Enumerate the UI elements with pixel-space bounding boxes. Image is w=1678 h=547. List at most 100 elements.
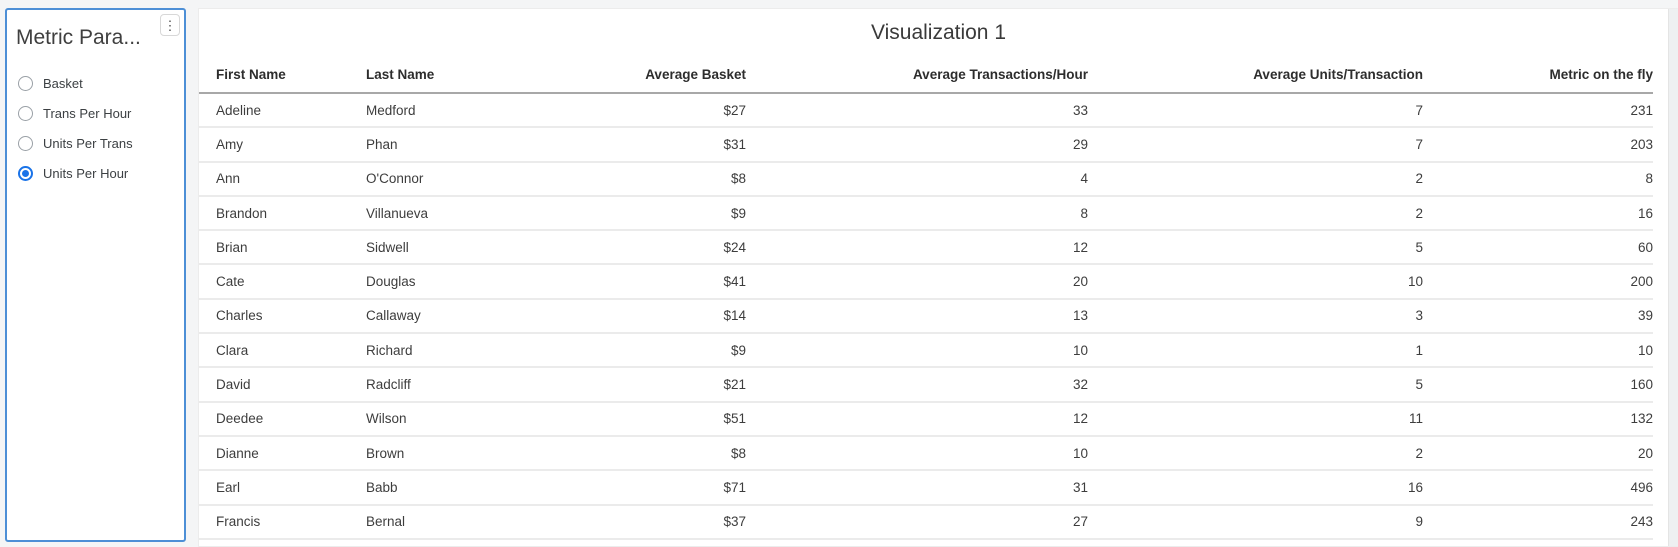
cell-average-basket: $51 [561, 401, 746, 437]
table-row[interactable]: Francis Bernal $37 27 9 243 [199, 504, 1653, 540]
cell-average-transactions-hour: 32 [746, 367, 1088, 403]
column-header-first-name[interactable]: First Name [199, 57, 349, 94]
cell-average-transactions-hour: 8 [746, 195, 1088, 232]
cell-average-basket: $71 [561, 470, 746, 506]
radio-icon [18, 75, 33, 91]
cell-average-units-transaction: 3 [1088, 298, 1423, 335]
cell-metric-on-the-fly: 160 [1423, 367, 1653, 403]
cell-average-basket: $9 [561, 195, 746, 232]
cell-first-name: Adeline [199, 93, 349, 129]
radio-option-trans-per-hour[interactable]: Trans Per Hour [7, 98, 184, 128]
cell-first-name: Clara [199, 333, 349, 369]
radio-option-label: Units Per Hour [43, 165, 129, 181]
cell-last-name: Sidwell [349, 230, 561, 266]
cell-average-transactions-hour: 12 [746, 401, 1088, 437]
column-header-metric-on-the-fly[interactable]: Metric on the fly [1423, 57, 1653, 94]
cell-first-name: Brian [199, 230, 349, 266]
cell-last-name: Villanueva [349, 195, 561, 232]
cell-average-transactions-hour: 10 [746, 435, 1088, 472]
cell-average-basket: $41 [561, 264, 746, 300]
cell-first-name: Cate [199, 264, 349, 300]
cell-last-name: Richard [349, 333, 561, 369]
radio-icon [18, 105, 33, 121]
cell-average-transactions-hour: 12 [746, 230, 1088, 266]
radio-option-label: Units Per Trans [43, 135, 133, 151]
cell-last-name: Babb [349, 470, 561, 506]
table-row[interactable]: Clara Richard $9 10 1 10 [199, 333, 1653, 369]
column-header-average-transactions-hour[interactable]: Average Transactions/Hour [746, 57, 1088, 94]
table-row[interactable]: Brandon Villanueva $9 8 2 16 [199, 195, 1653, 232]
column-header-average-basket[interactable]: Average Basket [561, 57, 746, 94]
cell-first-name: Earl [199, 470, 349, 506]
cell-metric-on-the-fly: 16 [1423, 195, 1653, 232]
cell-first-name: Amy [199, 127, 349, 163]
cell-average-basket: $37 [561, 504, 746, 540]
cell-metric-on-the-fly: 10 [1423, 333, 1653, 369]
cell-last-name: Brown [349, 435, 561, 472]
radio-option-units-per-trans[interactable]: Units Per Trans [7, 128, 184, 158]
cell-last-name: Medford [349, 93, 561, 129]
cell-average-units-transaction: 2 [1088, 161, 1423, 197]
cell-average-transactions-hour: 13 [746, 298, 1088, 335]
cell-average-units-transaction: 10 [1088, 264, 1423, 300]
cell-first-name: Brandon [199, 195, 349, 232]
cell-metric-on-the-fly: 496 [1423, 470, 1653, 506]
cell-average-basket: $31 [561, 127, 746, 163]
kebab-menu-icon[interactable]: ⋮ [160, 14, 180, 36]
metric-parameter-panel: ⋮ Metric Para... Basket Trans Per Hour U… [5, 8, 186, 542]
table-row[interactable]: Charles Callaway $14 13 3 39 [199, 298, 1653, 335]
visualization-title: Visualization 1 [870, 21, 1007, 44]
cell-first-name: Ann [199, 161, 349, 197]
cell-average-units-transaction: 1 [1088, 333, 1423, 369]
cell-average-transactions-hour: 33 [746, 93, 1088, 129]
cell-metric-on-the-fly: 243 [1423, 504, 1653, 540]
radio-option-units-per-hour[interactable]: Units Per Hour [7, 158, 184, 188]
cell-first-name: Charles [199, 298, 349, 335]
kebab-glyph: ⋮ [163, 17, 177, 33]
metric-radio-group: Basket Trans Per Hour Units Per Trans Un… [7, 68, 184, 188]
cell-average-basket: $24 [561, 230, 746, 266]
cell-first-name: Francis [199, 504, 349, 540]
cell-last-name: Wilson [349, 401, 561, 437]
cell-last-name: O'Connor [349, 161, 561, 197]
table-row[interactable]: Earl Babb $71 31 16 496 [199, 470, 1653, 506]
cell-average-basket: $8 [561, 435, 746, 472]
table-row[interactable]: Dianne Brown $8 10 2 20 [199, 435, 1653, 472]
cell-first-name: David [199, 367, 349, 403]
cell-metric-on-the-fly: 20 [1423, 435, 1653, 472]
table-row[interactable]: Ann O'Connor $8 4 2 8 [199, 161, 1653, 197]
cell-average-transactions-hour: 29 [746, 127, 1088, 163]
cell-average-units-transaction: 7 [1088, 93, 1423, 129]
radio-icon [18, 135, 33, 151]
cell-average-units-transaction: 9 [1088, 504, 1423, 540]
cell-average-units-transaction: 2 [1088, 435, 1423, 472]
radio-option-label: Basket [43, 75, 83, 91]
column-header-average-units-transaction[interactable]: Average Units/Transaction [1088, 57, 1423, 94]
cell-average-transactions-hour: 31 [746, 470, 1088, 506]
scrollbar-track[interactable] [1668, 9, 1678, 546]
cell-metric-on-the-fly: 39 [1423, 298, 1653, 335]
table-row[interactable]: Amy Phan $31 29 7 203 [199, 127, 1653, 163]
radio-icon [18, 165, 33, 181]
table-row[interactable]: Adeline Medford $27 33 7 231 [199, 93, 1653, 129]
table-row[interactable]: Cate Douglas $41 20 10 200 [199, 264, 1653, 300]
cell-average-units-transaction: 2 [1088, 195, 1423, 232]
cell-last-name: Phan [349, 127, 561, 163]
cell-metric-on-the-fly: 8 [1423, 161, 1653, 197]
panel-title: Metric Para... [16, 26, 141, 49]
cell-metric-on-the-fly: 60 [1423, 230, 1653, 266]
cell-average-transactions-hour: 20 [746, 264, 1088, 300]
cell-metric-on-the-fly: 200 [1423, 264, 1653, 300]
cell-average-transactions-hour: 4 [746, 161, 1088, 197]
cell-average-units-transaction: 5 [1088, 230, 1423, 266]
cell-average-basket: $14 [561, 298, 746, 335]
data-table: First Name Last Name Average Basket Aver… [199, 57, 1653, 540]
cell-average-transactions-hour: 10 [746, 333, 1088, 369]
table-row[interactable]: Deedee Wilson $51 12 11 132 [199, 401, 1653, 437]
table-row[interactable]: Brian Sidwell $24 12 5 60 [199, 230, 1653, 266]
table-header-row: First Name Last Name Average Basket Aver… [199, 57, 1653, 94]
table-row[interactable]: David Radcliff $21 32 5 160 [199, 367, 1653, 403]
cell-average-basket: $27 [561, 93, 746, 129]
radio-option-basket[interactable]: Basket [7, 68, 184, 98]
column-header-last-name[interactable]: Last Name [349, 57, 561, 94]
